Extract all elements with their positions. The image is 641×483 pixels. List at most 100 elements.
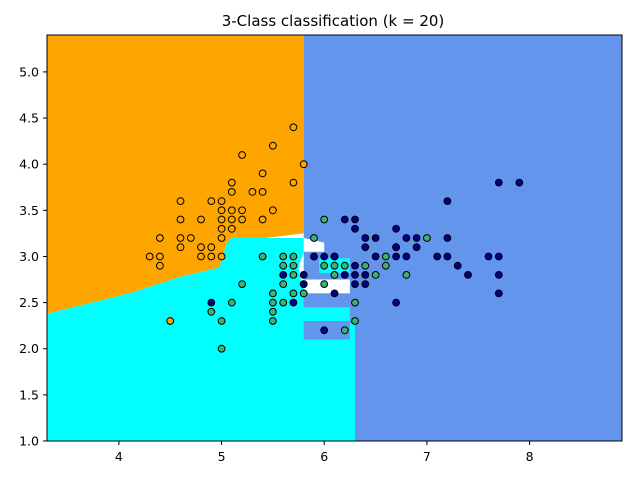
data-point-class-1-31 [351, 317, 359, 325]
data-point-class-0-20 [217, 234, 226, 242]
data-point-class-0-28 [238, 206, 247, 215]
data-point-class-1-13 [279, 298, 288, 307]
data-point-class-1-17 [289, 289, 298, 298]
decision-region-class-2-2 [303, 35, 622, 441]
data-point-class-2-33 [443, 234, 452, 242]
data-point-class-2-35 [453, 261, 462, 270]
data-point-class-2-17 [361, 234, 370, 242]
x-tick-label: 6 [320, 449, 328, 464]
data-point-class-2-32 [443, 197, 452, 206]
data-point-class-1-12 [279, 280, 288, 289]
data-point-class-0-5 [176, 197, 185, 206]
data-point-class-2-38 [494, 178, 503, 187]
data-point-class-2-13 [351, 224, 359, 233]
data-point-class-2-20 [361, 280, 370, 289]
data-point-class-0-30 [248, 188, 257, 196]
x-tick-label: 4 [115, 449, 123, 464]
data-point-class-2-5 [310, 252, 318, 261]
data-point-class-1-6 [269, 289, 277, 298]
data-point-class-2-25 [392, 252, 401, 261]
data-point-class-1-1 [217, 317, 226, 325]
data-point-class-0-27 [238, 151, 247, 159]
data-point-class-1-10 [279, 252, 288, 261]
y-tick-label: 1.5 [19, 387, 39, 402]
data-point-class-2-26 [392, 298, 401, 307]
data-point-class-2-3 [299, 271, 308, 279]
data-point-class-0-1 [156, 234, 164, 242]
data-point-class-0-19 [217, 224, 226, 233]
y-tick-label: 4.5 [19, 111, 39, 126]
data-point-class-2-0 [207, 298, 216, 307]
x-tick-label: 7 [423, 449, 431, 464]
decision-regions [47, 35, 622, 441]
data-point-class-1-33 [371, 271, 380, 279]
data-point-class-2-27 [402, 234, 411, 242]
data-point-class-2-40 [494, 271, 503, 279]
y-tick-label: 3.5 [19, 203, 39, 218]
decision-region-class-0-0 [47, 35, 304, 314]
y-tick-label: 2.5 [19, 295, 39, 310]
plot-frame [46, 34, 623, 442]
data-point-class-0-33 [258, 215, 267, 224]
data-point-class-2-41 [494, 289, 503, 298]
data-point-class-0-14 [207, 243, 216, 252]
data-point-class-1-19 [299, 289, 308, 298]
data-point-class-1-35 [381, 261, 390, 270]
data-point-class-0-12 [197, 252, 205, 261]
data-point-class-1-14 [289, 252, 298, 261]
data-point-class-2-9 [330, 289, 339, 298]
data-point-class-0-4 [166, 317, 175, 325]
data-point-class-2-8 [330, 252, 339, 261]
data-point-class-0-29 [238, 215, 247, 224]
data-point-class-2-42 [515, 178, 524, 187]
data-point-class-0-9 [186, 234, 195, 242]
y-tick-label: 3.0 [19, 249, 39, 264]
data-point-class-2-34 [443, 252, 452, 261]
data-point-class-0-16 [217, 197, 226, 206]
data-point-class-1-7 [269, 298, 277, 307]
data-point-class-2-12 [351, 215, 359, 224]
y-tick-label: 4.0 [19, 157, 39, 172]
data-point-class-0-18 [217, 215, 226, 224]
x-tick-label: 8 [526, 449, 534, 464]
data-point-class-0-8 [176, 243, 185, 252]
data-point-class-2-14 [351, 261, 359, 270]
data-point-class-2-16 [351, 280, 359, 289]
data-point-class-2-10 [340, 215, 349, 224]
decision-region-class-1-1 [47, 238, 355, 441]
data-point-class-1-11 [279, 261, 288, 270]
y-tick-label: 1.0 [19, 434, 39, 449]
data-point-class-0-23 [227, 188, 236, 196]
data-point-class-1-8 [269, 307, 277, 316]
data-point-class-2-36 [464, 271, 472, 279]
data-point-class-0-22 [227, 178, 236, 187]
data-point-class-2-6 [320, 252, 329, 261]
data-point-class-2-7 [320, 326, 329, 335]
data-point-class-2-31 [433, 252, 442, 261]
data-point-class-2-18 [361, 243, 370, 252]
data-point-class-0-13 [207, 197, 216, 206]
data-point-class-2-2 [289, 298, 298, 307]
data-point-class-0-26 [227, 224, 236, 233]
y-axis: 1.0 1.5 2.0 2.5 3.0 3.5 4.0 4.5 5.0 [19, 64, 47, 449]
data-point-class-0-2 [156, 252, 164, 261]
data-point-class-2-21 [371, 234, 380, 242]
data-point-class-1-32 [361, 261, 370, 270]
data-point-class-0-0 [145, 252, 154, 261]
data-point-class-0-36 [289, 123, 298, 132]
data-point-class-2-4 [299, 280, 308, 289]
data-point-class-1-23 [320, 261, 329, 270]
x-tick-label: 5 [218, 449, 226, 464]
data-point-class-1-37 [402, 271, 411, 279]
data-point-class-1-20 [310, 234, 318, 242]
data-point-class-2-22 [371, 252, 380, 261]
data-point-class-0-38 [299, 160, 308, 169]
data-point-class-0-21 [217, 252, 226, 261]
data-point-class-1-34 [381, 252, 390, 261]
data-point-class-1-28 [340, 261, 349, 270]
data-point-class-0-11 [197, 243, 205, 252]
data-point-class-1-9 [269, 317, 277, 325]
data-point-class-0-31 [258, 169, 267, 178]
data-point-class-1-26 [330, 261, 339, 270]
